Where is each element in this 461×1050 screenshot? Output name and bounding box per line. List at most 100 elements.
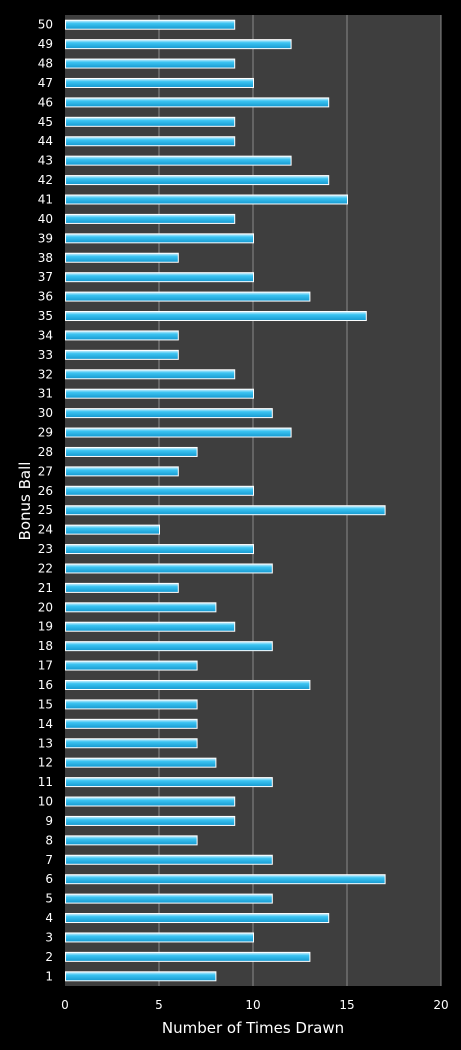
bar (65, 718, 198, 729)
bar (65, 136, 236, 147)
bar (65, 777, 273, 788)
x-tick-label: 0 (61, 998, 69, 1012)
bar (65, 835, 198, 846)
y-tick-label: 27 (38, 464, 53, 478)
bar (65, 19, 236, 30)
bar (65, 854, 273, 865)
y-axis-title: Bonus Ball (16, 462, 34, 541)
y-tick-label: 49 (38, 37, 53, 51)
bar (65, 874, 386, 885)
bar (65, 291, 311, 302)
x-tick-label: 20 (433, 998, 448, 1012)
y-tick-label: 34 (38, 328, 53, 342)
bar (65, 194, 348, 205)
bar (65, 660, 198, 671)
bar (65, 679, 311, 690)
y-tick-label: 20 (38, 600, 53, 614)
y-tick-label: 14 (38, 717, 53, 731)
y-tick-label: 4 (45, 911, 53, 925)
y-tick-label: 19 (38, 620, 53, 634)
y-tick-label: 29 (38, 426, 53, 440)
x-axis-title: Number of Times Drawn (162, 1019, 344, 1037)
y-tick-label: 47 (38, 76, 53, 90)
y-tick-label: 12 (38, 756, 53, 770)
y-tick-label: 22 (38, 561, 53, 575)
bar (65, 311, 367, 322)
bar (65, 971, 217, 982)
y-tick-label: 33 (38, 348, 53, 362)
bar (65, 272, 254, 283)
y-tick-label: 30 (38, 406, 53, 420)
y-tick-label: 7 (45, 853, 53, 867)
bar (65, 175, 330, 186)
bar (65, 97, 330, 108)
bar (65, 446, 198, 457)
bar (65, 951, 311, 962)
y-tick-label: 50 (38, 18, 53, 32)
bar (65, 544, 254, 555)
y-tick-label: 2 (45, 950, 53, 964)
bar (65, 252, 179, 263)
y-tick-label: 39 (38, 231, 53, 245)
y-tick-label: 41 (38, 192, 53, 206)
bar (65, 330, 179, 341)
bar (65, 485, 254, 496)
y-tick-label: 9 (45, 814, 53, 828)
bar (65, 524, 160, 535)
y-tick-label: 8 (45, 833, 53, 847)
bar (65, 213, 236, 224)
y-tick-label: 38 (38, 251, 53, 265)
y-tick-label: 25 (38, 503, 53, 517)
bar (65, 621, 236, 632)
y-tick-label: 44 (38, 134, 53, 148)
y-tick-label: 16 (38, 678, 53, 692)
y-tick-label: 23 (38, 542, 53, 556)
bar (65, 602, 217, 613)
y-tick-label: 11 (38, 775, 53, 789)
y-tick-label: 13 (38, 736, 53, 750)
y-tick-label: 17 (38, 659, 53, 673)
bar (65, 388, 254, 399)
y-tick-label: 40 (38, 212, 53, 226)
bar (65, 427, 292, 438)
y-tick-label: 42 (38, 173, 53, 187)
x-tick-label: 5 (155, 998, 163, 1012)
y-tick-label: 28 (38, 445, 53, 459)
bar (65, 233, 254, 244)
y-tick-label: 15 (38, 697, 53, 711)
y-tick-label: 3 (45, 930, 53, 944)
y-tick-label: 48 (38, 57, 53, 71)
y-tick-label: 18 (38, 639, 53, 653)
y-tick-label: 45 (38, 115, 53, 129)
bar (65, 699, 198, 710)
y-tick-label: 21 (38, 581, 53, 595)
bar (65, 155, 292, 166)
bar (65, 815, 236, 826)
bar (65, 58, 236, 69)
y-tick-label: 31 (38, 387, 53, 401)
bar (65, 39, 292, 50)
bar (65, 913, 330, 924)
bar (65, 349, 179, 360)
bar (65, 738, 198, 749)
y-tick-label: 26 (38, 484, 53, 498)
bar (65, 796, 236, 807)
y-tick-label: 10 (38, 795, 53, 809)
y-tick-label: 35 (38, 309, 53, 323)
bar (65, 505, 386, 516)
y-tick-label: 46 (38, 95, 53, 109)
x-tick-label: 10 (245, 998, 260, 1012)
bar (65, 641, 273, 652)
bar (65, 582, 179, 593)
bar (65, 116, 236, 127)
bar (65, 757, 217, 768)
x-tick-label: 15 (339, 998, 354, 1012)
y-tick-label: 37 (38, 270, 53, 284)
bar (65, 466, 179, 477)
y-tick-label: 32 (38, 367, 53, 381)
y-tick-label: 43 (38, 154, 53, 168)
bar (65, 932, 254, 943)
y-tick-label: 1 (45, 969, 53, 983)
bar (65, 408, 273, 419)
